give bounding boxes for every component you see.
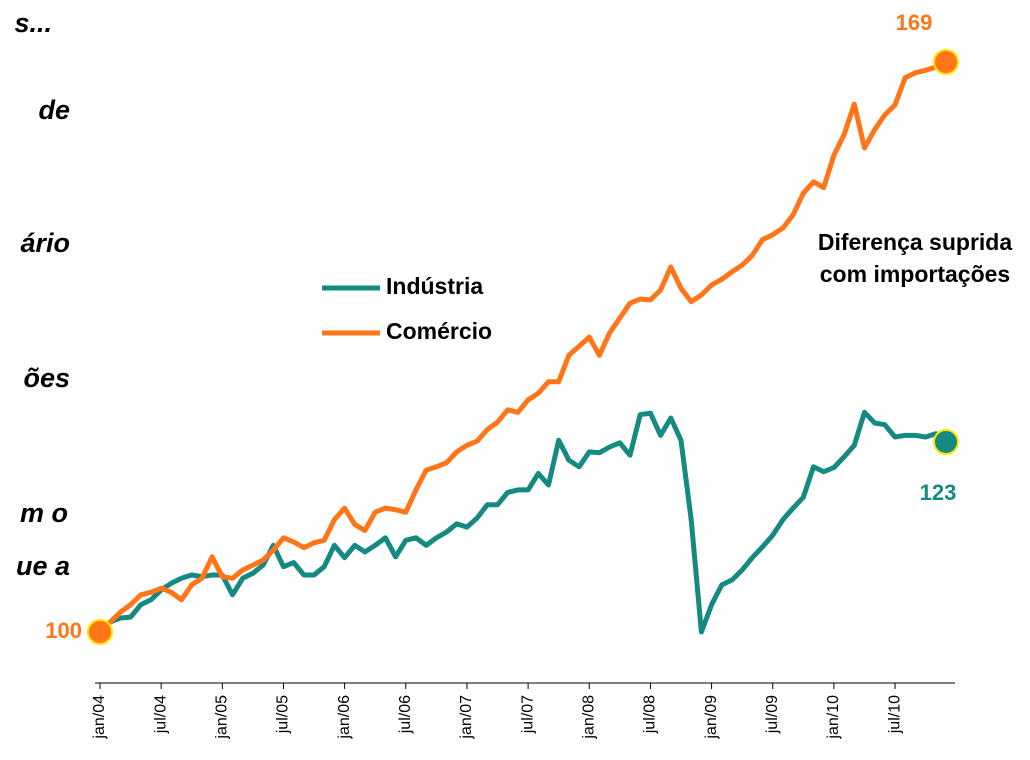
x-tick-label: jan/10 <box>825 695 842 740</box>
x-tick-label: jan/09 <box>703 695 720 740</box>
side-text: m o <box>20 498 68 528</box>
side-text: de <box>38 95 70 125</box>
x-tick-label: jan/05 <box>214 695 231 740</box>
x-tick-label: jul/10 <box>886 695 903 734</box>
x-tick-label: jan/07 <box>458 695 475 740</box>
x-tick-label: jan/06 <box>336 695 353 740</box>
side-text: ões <box>23 363 70 393</box>
series-line <box>98 59 948 634</box>
x-tick-label: jan/08 <box>580 695 597 740</box>
value-label: 123 <box>920 480 957 505</box>
x-tick-label: jul/06 <box>397 695 414 734</box>
value-label: 169 <box>896 10 933 35</box>
x-tick-label: jan/04 <box>91 695 108 740</box>
x-tick-label: jul/09 <box>764 695 781 734</box>
end-point <box>933 49 959 75</box>
x-tick-label: jul/07 <box>519 695 536 734</box>
side-text: ue a <box>16 551 70 581</box>
side-text: s... <box>14 8 52 38</box>
side-text: ário <box>20 228 70 258</box>
value-label: 100 <box>45 618 82 643</box>
series-line <box>98 409 948 635</box>
start-point <box>87 619 113 645</box>
x-tick-label: jul/08 <box>642 695 659 734</box>
legend-label: Indústria <box>386 273 483 299</box>
x-tick-label: jul/04 <box>152 695 169 734</box>
legend-label: Comércio <box>386 318 492 344</box>
annotation: Diferença suprida com importações <box>817 229 1013 287</box>
x-tick-label: jul/05 <box>275 695 292 734</box>
end-point <box>933 429 959 455</box>
